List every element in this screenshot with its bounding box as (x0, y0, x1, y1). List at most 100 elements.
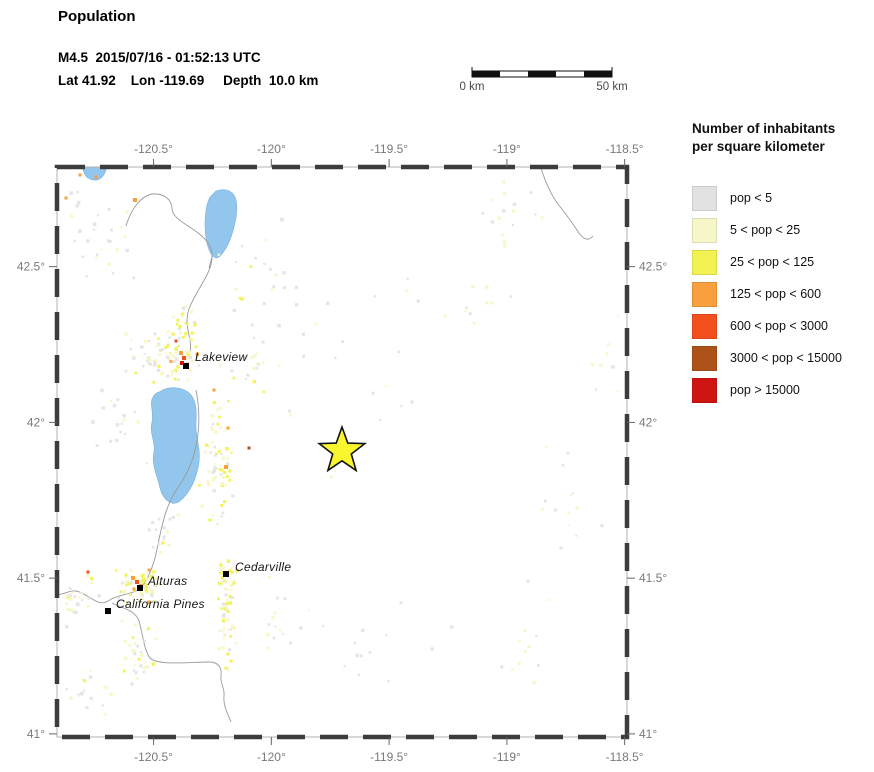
population-dot (219, 407, 222, 410)
population-dot (133, 198, 137, 202)
population-dot (288, 409, 291, 413)
population-dot (223, 471, 227, 475)
population-dot (168, 357, 171, 361)
population-dot (223, 588, 226, 591)
population-dot (235, 569, 239, 573)
population-dot (193, 320, 197, 325)
population-dot (115, 423, 120, 427)
population-dot (490, 220, 495, 224)
population-dot (140, 578, 144, 582)
population-dot (88, 675, 93, 679)
population-dot (224, 666, 228, 670)
population-dot (268, 267, 272, 271)
population-dot (219, 571, 222, 575)
population-dot (209, 451, 212, 454)
population-dot (82, 679, 86, 683)
population-dot (512, 202, 517, 206)
population-dot (212, 489, 216, 493)
population-dot (184, 305, 188, 309)
population-dot (146, 359, 150, 363)
population-dot (266, 647, 270, 650)
population-dot (471, 284, 475, 289)
population-dot (76, 191, 79, 194)
population-dot (129, 581, 133, 585)
axis-tick-label: 42° (639, 415, 657, 429)
population-dot (256, 362, 259, 365)
population-dot (145, 572, 148, 576)
axis-tick-label: -119.5° (370, 750, 408, 764)
population-dot (225, 447, 229, 451)
population-dot (315, 322, 318, 326)
population-dot (230, 624, 234, 628)
population-dot (91, 420, 95, 424)
population-dot (534, 213, 537, 216)
population-dot (262, 302, 266, 306)
population-dot (220, 582, 223, 585)
population-dot (230, 628, 233, 631)
population-dot (361, 628, 365, 632)
population-dot (211, 470, 215, 474)
population-dot (532, 680, 536, 685)
population-dot (185, 357, 189, 360)
population-dot (143, 639, 146, 643)
population-dot (144, 583, 148, 586)
population-dot (225, 598, 229, 602)
axis-tick-label: 41.5° (639, 571, 667, 585)
population-dot (166, 329, 170, 333)
population-dot (176, 513, 181, 517)
population-dot (261, 340, 265, 344)
population-dot (157, 364, 161, 368)
population-dot (173, 368, 178, 373)
population-dot (472, 321, 476, 325)
population-dot (132, 587, 136, 591)
scale-bar: 0 km 50 km (460, 67, 628, 93)
population-dot (225, 587, 229, 591)
population-dot (125, 210, 129, 214)
legend-item: pop > 15000 (692, 377, 874, 403)
population-dot (69, 191, 73, 195)
population-dot (124, 573, 128, 577)
population-dot (230, 451, 233, 454)
population-dot (188, 337, 192, 341)
legend-item: 3000 < pop < 15000 (692, 345, 874, 371)
population-dot (321, 624, 325, 628)
population-dot (212, 401, 216, 405)
population-dot (502, 240, 506, 244)
population-dot (133, 652, 137, 656)
population-dot (142, 576, 145, 580)
population-dot (397, 350, 401, 354)
population-dot (122, 418, 126, 422)
population-dot (65, 594, 69, 597)
population-dot (230, 567, 233, 570)
population-dot (229, 635, 232, 638)
legend: Number of inhabitants per square kilomet… (692, 120, 874, 410)
legend-item: 5 < pop < 25 (692, 217, 874, 243)
population-dot (227, 628, 231, 631)
population-dot (120, 226, 123, 229)
population-dot (214, 430, 218, 434)
population-dot (198, 483, 201, 487)
event-magnitude-time: M4.5 2015/07/16 - 01:52:13 UTC (58, 50, 261, 65)
population-dot (147, 528, 151, 532)
population-dot (207, 469, 211, 473)
population-dot (222, 627, 226, 631)
population-dot (253, 354, 257, 358)
population-dot (221, 571, 224, 574)
population-dot (590, 362, 594, 366)
axis-tick-label: -120° (257, 750, 286, 764)
population-dot (224, 465, 228, 469)
population-dot (226, 652, 230, 656)
population-dot (195, 352, 200, 357)
population-dot (172, 315, 175, 319)
population-dot (524, 649, 527, 653)
population-dot (213, 466, 218, 470)
population-dot (511, 668, 514, 671)
population-dot (123, 639, 127, 643)
population-dot (226, 462, 230, 466)
population-dot (232, 581, 236, 585)
population-dot (65, 687, 68, 691)
population-dot (172, 360, 176, 364)
population-dot (245, 377, 248, 380)
population-dot (400, 405, 403, 408)
population-dot (86, 239, 90, 243)
